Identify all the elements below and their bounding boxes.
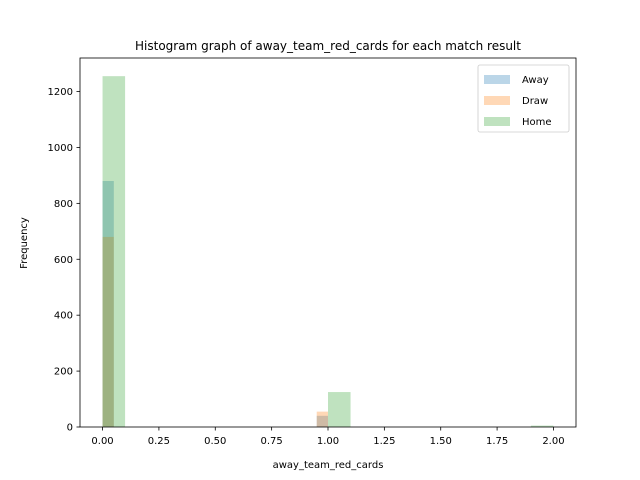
chart-title: Histogram graph of away_team_red_cards f…: [135, 39, 521, 53]
legend-label-away: Away: [522, 75, 549, 86]
y-axis-label: Frequency: [19, 217, 30, 269]
x-tick-label: 0.50: [204, 436, 226, 447]
y-tick-label: 1000: [48, 143, 73, 154]
legend-label-draw: Draw: [522, 96, 548, 107]
bar-home-1: [328, 392, 351, 427]
bar-home-2: [530, 425, 554, 427]
x-tick-label: 1.75: [486, 436, 508, 447]
x-axis-ticks: 0.00 0.25 0.50 0.75 1.00 1.25 1.50 1.75 2.00: [91, 427, 565, 447]
bar-away-0: [102, 181, 114, 427]
x-tick-label: 1.25: [373, 436, 395, 447]
x-tick-label: 0.75: [261, 436, 283, 447]
y-tick-label: 400: [54, 311, 73, 322]
bar-away-1: [316, 415, 328, 427]
y-tick-label: 1200: [48, 87, 73, 98]
legend-label-home: Home: [522, 117, 552, 128]
legend: Away Draw Home: [477, 64, 570, 133]
legend-box: [477, 64, 570, 133]
y-tick-label: 800: [54, 199, 73, 210]
y-axis-ticks: 0 200 400 600 800 1000 1200: [48, 87, 80, 434]
x-tick-label: 1.50: [430, 436, 452, 447]
y-tick-label: 600: [54, 255, 73, 266]
y-tick-label: 0: [67, 423, 73, 434]
x-tick-label: 0.25: [148, 436, 170, 447]
y-tick-label: 200: [54, 367, 73, 378]
x-tick-label: 1.00: [317, 436, 339, 447]
bars-layer: [102, 76, 554, 427]
legend-swatch-away: [484, 75, 510, 84]
x-tick-label: 2.00: [542, 436, 564, 447]
bar-draw-0: [102, 236, 114, 427]
bar-home-0: [102, 76, 126, 427]
legend-swatch-home: [484, 117, 510, 126]
x-tick-label: 0.00: [91, 436, 113, 447]
legend-swatch-draw: [484, 96, 510, 105]
x-axis-label: away_team_red_cards: [273, 460, 384, 471]
bar-draw-1: [316, 411, 328, 427]
